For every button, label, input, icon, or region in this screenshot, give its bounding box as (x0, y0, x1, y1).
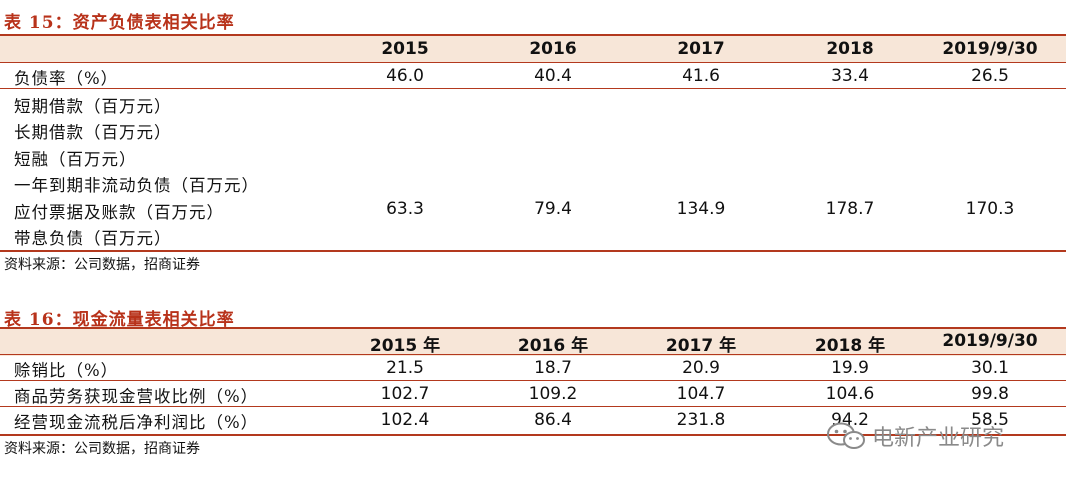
table15-row-label: 带息负债（百万元） (14, 229, 172, 248)
watermark: 电新产业研究 (826, 420, 1004, 452)
table16-row-rule (0, 380, 1066, 381)
table16-cell: 102.7 (380, 384, 430, 404)
table16-cell: 86.4 (534, 410, 572, 430)
table15-row-label: 长期借款（百万元） (14, 123, 172, 142)
table15-cell: 40.4 (534, 66, 572, 86)
table16-cell: 18.7 (534, 358, 572, 378)
table15-header-2018: 2018 (826, 39, 874, 59)
table16-row-label: 经营现金流税后净利润比（%） (14, 413, 259, 432)
table15-cell: 33.4 (831, 66, 869, 86)
table16-header-rule (0, 354, 1066, 355)
table15-cell: 79.4 (534, 199, 572, 219)
table15-bottom-rule (0, 250, 1066, 252)
table15-row-label: 负债率（%） (14, 69, 119, 88)
table16-cell: 94.2 (831, 410, 869, 430)
table16-bottom-rule (0, 434, 1066, 436)
table15-cell: 170.3 (965, 199, 1015, 219)
table16-title: 表 16：现金流量表相关比率 (4, 310, 235, 330)
table16-header-2016: 2016 年 (517, 336, 589, 356)
table16-header-band (0, 327, 1066, 356)
table16-header-2019: 2019/9/30 (942, 331, 1038, 351)
table15-header-2015: 2015 (381, 39, 429, 59)
table15-source: 资料来源：公司数据，招商证券 (4, 257, 200, 273)
table16-cell: 58.5 (971, 410, 1009, 430)
table16-cell: 19.9 (831, 358, 869, 378)
table15-row-rule (0, 88, 1066, 89)
table15-row-label: 短期借款（百万元） (14, 97, 172, 116)
table16-cell: 109.2 (528, 384, 578, 404)
table16-header-2015: 2015 年 (369, 336, 441, 356)
table16-row-label: 商品劳务获现金营收比例（%） (14, 387, 259, 406)
table15-cell: 41.6 (682, 66, 720, 86)
table15-row-label: 一年到期非流动负债（百万元） (14, 176, 259, 195)
table16-header-2018: 2018 年 (814, 336, 886, 356)
table15-header-2019: 2019/9/30 (942, 39, 1038, 59)
table16-header-2017: 2017 年 (665, 336, 737, 356)
watermark-text: 电新产业研究 (872, 426, 1005, 451)
table16-row-rule (0, 406, 1066, 407)
table16-cell: 104.6 (825, 384, 875, 404)
table15-cell: 26.5 (971, 66, 1009, 86)
table15-cell: 63.3 (386, 199, 424, 219)
table16-cell: 102.4 (380, 410, 430, 430)
table16-source: 资料来源：公司数据，招商证券 (4, 441, 200, 457)
table16-cell: 104.7 (676, 384, 726, 404)
table15-header-rule (0, 62, 1066, 63)
table15-row-label: 应付票据及账款（百万元） (14, 203, 224, 222)
table15-cell: 134.9 (676, 199, 726, 219)
wechat-icon (826, 421, 866, 451)
table16-cell: 231.8 (676, 410, 726, 430)
table16-cell: 30.1 (971, 358, 1009, 378)
table16-cell: 99.8 (971, 384, 1009, 404)
table16-row-label: 赊销比（%） (14, 361, 119, 380)
table15-cell: 46.0 (386, 66, 424, 86)
table15-header-2017: 2017 (677, 39, 725, 59)
table15-header-band (0, 34, 1066, 63)
table15-cell: 178.7 (825, 199, 875, 219)
table16-cell: 20.9 (682, 358, 720, 378)
table16-cell: 21.5 (386, 358, 424, 378)
table15-header-2016: 2016 (529, 39, 577, 59)
table15-title: 表 15：资产负债表相关比率 (4, 13, 235, 33)
table15-row-label: 短融（百万元） (14, 150, 137, 169)
